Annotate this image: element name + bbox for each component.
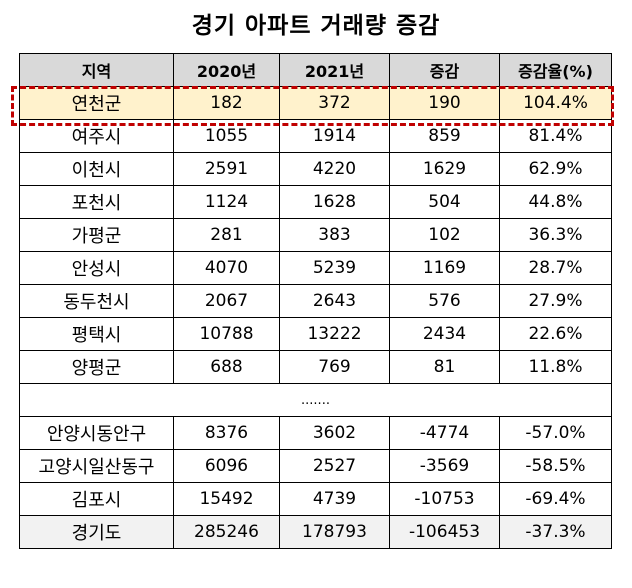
header-2021: 2021년 (279, 53, 390, 87)
cell-change: 1629 (389, 152, 500, 186)
table-row: 고양시일산동구 6096 2527 -3569 -58.5% (19, 449, 612, 483)
cell-2020: 8376 (173, 416, 280, 450)
cell-2021: 4739 (279, 482, 390, 516)
cell-2020: 2067 (173, 284, 280, 318)
table-row: 양평군 688 769 81 11.8% (19, 350, 612, 384)
cell-change-rate: 104.4% (499, 86, 612, 120)
cell-change: 1169 (389, 251, 500, 285)
cell-change: 2434 (389, 317, 500, 351)
cell-region: 안성시 (19, 251, 174, 285)
cell-change: -3569 (389, 449, 500, 483)
cell-change: 190 (389, 86, 500, 120)
cell-2020: 10788 (173, 317, 280, 351)
cell-change-rate: 27.9% (499, 284, 612, 318)
cell-change: 102 (389, 218, 500, 252)
cell-region: 연천군 (19, 86, 174, 120)
cell-2021: 383 (279, 218, 390, 252)
cell-2020: 285246 (173, 515, 280, 549)
cell-change: -4774 (389, 416, 500, 450)
cell-change-rate: 81.4% (499, 119, 612, 153)
cell-region: 양평군 (19, 350, 174, 384)
cell-2020: 2591 (173, 152, 280, 186)
cell-region: 여주시 (19, 119, 174, 153)
cell-change-rate: -69.4% (499, 482, 612, 516)
table-row: 평택시 10788 13222 2434 22.6% (19, 317, 612, 351)
cell-2020: 1055 (173, 119, 280, 153)
cell-2021: 1628 (279, 185, 390, 219)
table-row: 김포시 15492 4739 -10753 -69.4% (19, 482, 612, 516)
table-row: 안성시 4070 5239 1169 28.7% (19, 251, 612, 285)
table-row: 안양시동안구 8376 3602 -4774 -57.0% (19, 416, 612, 450)
cell-change: 576 (389, 284, 500, 318)
header-region: 지역 (19, 53, 174, 87)
table-row: 여주시 1055 1914 859 81.4% (19, 119, 612, 153)
cell-change-rate: 28.7% (499, 251, 612, 285)
table-row: 포천시 1124 1628 504 44.8% (19, 185, 612, 219)
header-change: 증감 (389, 53, 500, 87)
cell-change-rate: -57.0% (499, 416, 612, 450)
cell-change-rate: -58.5% (499, 449, 612, 483)
cell-region: 평택시 (19, 317, 174, 351)
cell-change: 504 (389, 185, 500, 219)
total-row: 경기도 285246 178793 -106453 -37.3% (19, 515, 612, 549)
cell-2021: 2527 (279, 449, 390, 483)
cell-change-rate: 62.9% (499, 152, 612, 186)
cell-region: 가평군 (19, 218, 174, 252)
cell-2020: 1124 (173, 185, 280, 219)
cell-change-rate: 44.8% (499, 185, 612, 219)
ellipsis-cell: ....... (19, 383, 612, 417)
cell-change: -106453 (389, 515, 500, 549)
cell-2020: 15492 (173, 482, 280, 516)
cell-2021: 5239 (279, 251, 390, 285)
cell-2020: 182 (173, 86, 280, 120)
cell-region: 김포시 (19, 482, 174, 516)
ellipsis-row: ....... (19, 383, 612, 417)
cell-region: 이천시 (19, 152, 174, 186)
cell-2021: 3602 (279, 416, 390, 450)
table-row: 동두천시 2067 2643 576 27.9% (19, 284, 612, 318)
cell-change: -10753 (389, 482, 500, 516)
cell-region: 고양시일산동구 (19, 449, 174, 483)
header-2020: 2020년 (173, 53, 280, 87)
cell-region: 안양시동안구 (19, 416, 174, 450)
cell-change-rate: -37.3% (499, 515, 612, 549)
cell-region: 동두천시 (19, 284, 174, 318)
cell-2021: 4220 (279, 152, 390, 186)
cell-change-rate: 11.8% (499, 350, 612, 384)
header-row: 지역 2020년 2021년 증감 증감율(%) (19, 53, 612, 87)
table-row: 이천시 2591 4220 1629 62.9% (19, 152, 612, 186)
cell-2021: 1914 (279, 119, 390, 153)
cell-change-rate: 22.6% (499, 317, 612, 351)
cell-2021: 178793 (279, 515, 390, 549)
cell-region: 경기도 (19, 515, 174, 549)
cell-2020: 281 (173, 218, 280, 252)
cell-region: 포천시 (19, 185, 174, 219)
cell-2021: 372 (279, 86, 390, 120)
cell-change: 81 (389, 350, 500, 384)
cell-2021: 13222 (279, 317, 390, 351)
cell-change: 859 (389, 119, 500, 153)
cell-2021: 2643 (279, 284, 390, 318)
table-row-highlighted: 연천군 182 372 190 104.4% (19, 86, 612, 120)
cell-2020: 688 (173, 350, 280, 384)
cell-change-rate: 36.3% (499, 218, 612, 252)
cell-2021: 769 (279, 350, 390, 384)
table-row: 가평군 281 383 102 36.3% (19, 218, 612, 252)
page-title: 경기 아파트 거래량 증감 (191, 13, 441, 39)
trade-volume-table: 지역 2020년 2021년 증감 증감율(%) 연천군 182 372 190… (19, 53, 612, 549)
cell-2020: 4070 (173, 251, 280, 285)
cell-2020: 6096 (173, 449, 280, 483)
header-change-rate: 증감율(%) (499, 53, 612, 87)
